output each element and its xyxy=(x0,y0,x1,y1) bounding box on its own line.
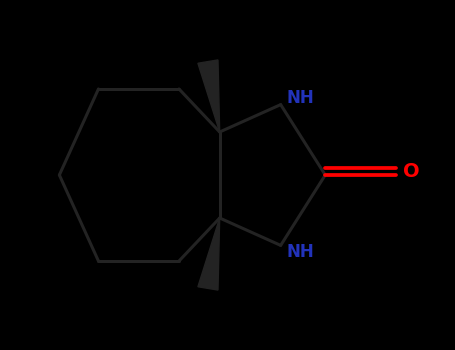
Polygon shape xyxy=(198,60,220,132)
Text: O: O xyxy=(404,162,420,181)
Polygon shape xyxy=(198,218,220,290)
Text: NH: NH xyxy=(287,89,315,107)
Text: NH: NH xyxy=(287,243,315,261)
